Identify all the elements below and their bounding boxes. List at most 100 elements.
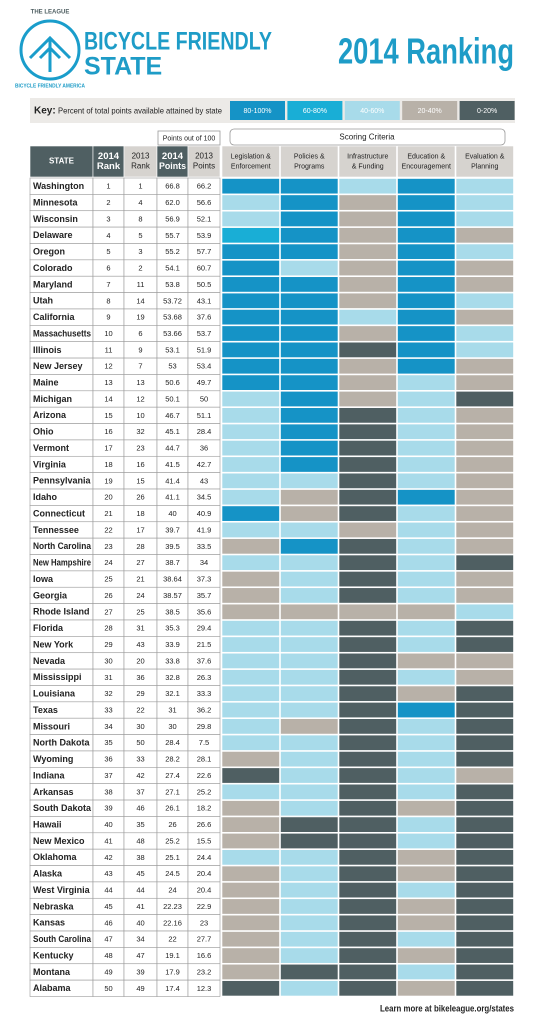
- header-cell: [397, 145, 456, 178]
- criteria-cell: [280, 391, 339, 407]
- state-name: Idaho: [33, 492, 58, 502]
- cell-value: 48: [104, 951, 112, 960]
- cell-value: 44.7: [165, 444, 180, 453]
- criteria-cell: [280, 309, 339, 326]
- header-label: Evaluation &: [465, 153, 505, 160]
- cell-value: 27: [104, 607, 112, 616]
- key-swatch: [287, 101, 343, 120]
- cell-value: 22: [136, 706, 144, 715]
- criteria-cell: [221, 816, 280, 833]
- state-name: California: [33, 312, 76, 322]
- state-name: Mississippi: [33, 672, 82, 682]
- cell-value: 24.4: [197, 853, 212, 862]
- cell-value: 7: [138, 362, 142, 371]
- cell-value: 56.9: [165, 214, 180, 223]
- cell-value: 33.5: [197, 542, 212, 551]
- cell-value: 43: [200, 476, 208, 485]
- key-swatch-label: 0-20%: [477, 108, 497, 115]
- criteria-cell: [338, 947, 397, 964]
- criteria-cell: [338, 669, 397, 686]
- cell-value: 33.8: [165, 656, 180, 665]
- criteria-cell: [338, 260, 397, 277]
- cell-value: 44: [104, 886, 112, 895]
- cell-value: 43: [104, 869, 112, 878]
- criteria-cell: [397, 358, 456, 375]
- criteria-cell: [221, 603, 280, 620]
- cell-value: 15.5: [197, 836, 212, 845]
- criteria-cell: [455, 702, 514, 719]
- criteria-cell: [338, 718, 397, 735]
- criteria-cell: [280, 603, 339, 620]
- cell-value: 47: [136, 951, 144, 960]
- criteria-cell: [280, 210, 339, 227]
- criteria-cell: [338, 800, 397, 817]
- cell-value: 55.2: [165, 247, 180, 256]
- criteria-cell: [221, 309, 280, 326]
- cell-value: 39.7: [165, 525, 180, 534]
- header-label: Encouragement: [402, 163, 451, 170]
- cell-value: 19: [136, 313, 144, 322]
- cell-value: 18: [104, 460, 112, 469]
- cell-value: 37.3: [197, 575, 212, 584]
- criteria-cell: [221, 358, 280, 375]
- state-name: Alaska: [33, 869, 63, 879]
- cell-value: 24.5: [165, 869, 180, 878]
- criteria-cell: [455, 538, 514, 555]
- state-name: Florida: [33, 623, 64, 633]
- criteria-cell: [280, 783, 339, 800]
- criteria-cell: [455, 456, 514, 473]
- cell-value: 34: [136, 935, 144, 944]
- state-name: Ohio: [33, 427, 54, 437]
- cell-value: 34.5: [197, 493, 212, 502]
- criteria-cell: [280, 734, 339, 751]
- criteria-cell: [397, 489, 456, 506]
- cell-value: 26.1: [165, 804, 180, 813]
- cell-value: 45: [104, 902, 112, 911]
- cell-value: 15: [136, 476, 144, 485]
- cell-value: 6: [106, 264, 110, 273]
- criteria-cell: [397, 751, 456, 768]
- criteria-cell: [221, 571, 280, 588]
- header-label: Infrastructure: [347, 153, 388, 160]
- criteria-cell: [338, 538, 397, 555]
- cell-value: 4: [138, 198, 142, 207]
- cell-value: 28: [104, 624, 112, 633]
- cell-value: 39.5: [165, 542, 180, 551]
- cell-value: 53.9: [197, 231, 212, 240]
- cell-value: 50.5: [197, 280, 212, 289]
- criteria-cell: [221, 734, 280, 751]
- criteria-cell: [455, 260, 514, 277]
- criteria-cell: [280, 702, 339, 719]
- criteria-cell: [338, 456, 397, 473]
- state-name: Nebraska: [33, 901, 75, 911]
- criteria-cell: [397, 309, 456, 326]
- cell-value: 25.1: [165, 853, 180, 862]
- criteria-cell: [280, 423, 339, 440]
- criteria-cell: [455, 276, 514, 293]
- criteria-cell: [338, 554, 397, 571]
- criteria-cell: [338, 652, 397, 669]
- cell-value: 22: [104, 525, 112, 534]
- cell-value: 16.6: [197, 951, 212, 960]
- cell-value: 25: [136, 607, 144, 616]
- header-label: 2013: [195, 152, 213, 161]
- cell-value: 41: [136, 902, 144, 911]
- cell-value: 35: [136, 820, 144, 829]
- cell-value: 29: [104, 640, 112, 649]
- header-label: Rank: [131, 162, 151, 171]
- key-swatch-label: 40-60%: [360, 108, 384, 115]
- criteria-cell: [280, 914, 339, 931]
- criteria-cell: [455, 243, 514, 260]
- cell-value: 40: [104, 820, 112, 829]
- cell-value: 8: [106, 296, 110, 305]
- criteria-cell: [221, 865, 280, 882]
- criteria-cell: [221, 898, 280, 915]
- criteria-cell: [338, 882, 397, 899]
- cell-value: 20.4: [197, 886, 212, 895]
- state-name: Georgia: [33, 590, 68, 600]
- criteria-cell: [338, 734, 397, 751]
- criteria-cell: [397, 194, 456, 211]
- cell-value: 23: [136, 444, 144, 453]
- criteria-cell: [338, 963, 397, 980]
- criteria-cell: [280, 243, 339, 260]
